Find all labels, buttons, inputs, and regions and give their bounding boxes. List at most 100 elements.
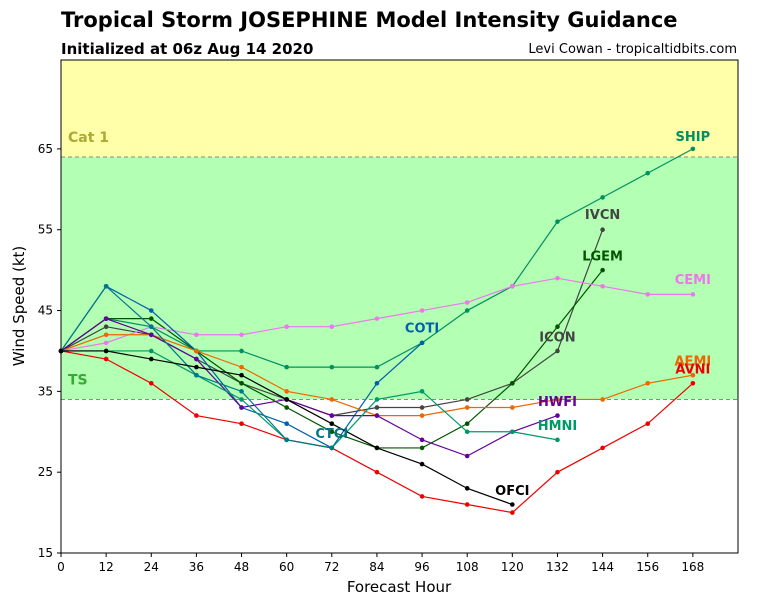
series-point-cemi bbox=[284, 324, 289, 330]
series-point-hwfi bbox=[194, 356, 199, 362]
series-point-ship bbox=[329, 364, 335, 370]
series-point-cemi bbox=[600, 283, 605, 289]
series-point-hmni bbox=[239, 397, 244, 402]
band-labels: TS Cat 1 bbox=[68, 130, 109, 388]
series-point-ship bbox=[555, 219, 560, 224]
series-point-coti bbox=[419, 340, 425, 346]
series-point-hmni bbox=[555, 437, 560, 443]
series-point-cemi bbox=[103, 340, 109, 346]
series-point-hwfi bbox=[103, 316, 109, 321]
series-point-avni bbox=[103, 356, 109, 362]
series-point-lgem bbox=[329, 429, 335, 435]
series-point-cemi bbox=[510, 283, 515, 289]
chart-subtitle: Initialized at 06z Aug 14 2020 bbox=[61, 40, 314, 58]
series-point-coti bbox=[148, 308, 154, 313]
chart-credit: Levi Cowan - tropicaltidbits.com bbox=[528, 42, 737, 57]
series-point-ivcn bbox=[419, 405, 425, 410]
series-label-ctci: CTCI bbox=[315, 427, 348, 442]
band-label-ts: TS bbox=[68, 372, 88, 388]
series-point-lgem bbox=[239, 380, 244, 386]
series-label-avni: AVNI bbox=[675, 363, 710, 378]
x-tick-label: 72 bbox=[324, 560, 339, 574]
series-point-ofci bbox=[148, 356, 154, 362]
series-point-cemi bbox=[329, 324, 335, 330]
series-point-aemi bbox=[103, 332, 109, 338]
series-point-avni bbox=[419, 494, 425, 499]
series-point-cemi bbox=[239, 332, 244, 338]
series-point-avni bbox=[690, 380, 696, 386]
series-point-avni bbox=[510, 510, 515, 515]
series-point-coti bbox=[374, 380, 380, 386]
series-point-avni bbox=[600, 445, 605, 451]
y-tick-label: 55 bbox=[38, 223, 53, 237]
x-tick-label: 48 bbox=[234, 560, 249, 574]
chart-title: Tropical Storm JOSEPHINE Model Intensity… bbox=[61, 8, 678, 32]
series-ofci bbox=[58, 348, 515, 507]
x-tick-label: 144 bbox=[591, 560, 614, 574]
series-point-lgem bbox=[510, 380, 515, 386]
series-point-ctci bbox=[239, 389, 244, 394]
x-axis: 0 12 24 36 48 60 72 84 96 108 120 132 144 156 168 bbox=[57, 553, 704, 574]
x-tick-label: 0 bbox=[57, 560, 65, 574]
series-point-ofci bbox=[329, 421, 335, 426]
series-point-aemi bbox=[690, 372, 696, 378]
series-point-hmni bbox=[374, 397, 380, 402]
series-label-aemi: AEMI bbox=[675, 354, 712, 369]
series-point-ship bbox=[374, 364, 380, 370]
series-point-ofci bbox=[194, 364, 199, 370]
series-point-aemi bbox=[419, 413, 425, 418]
series-label-icon: ICON bbox=[539, 330, 575, 345]
series-point-ivcn bbox=[600, 227, 605, 233]
x-tick-label: 168 bbox=[681, 560, 704, 574]
series-point-avni bbox=[464, 502, 470, 507]
series-label-cemi: CEMI bbox=[675, 273, 711, 288]
series-point-aemi bbox=[510, 405, 515, 410]
series-point-aemi bbox=[600, 397, 605, 402]
x-tick-label: 156 bbox=[636, 560, 659, 574]
series-label-hwfi: HWFI bbox=[538, 395, 577, 410]
series-point-aemi bbox=[239, 364, 244, 370]
series-point-ctci bbox=[284, 437, 289, 443]
series-point-cemi bbox=[645, 292, 651, 297]
series-point-avni bbox=[148, 380, 154, 386]
y-tick-label: 35 bbox=[38, 384, 53, 398]
x-tick-label: 96 bbox=[414, 560, 429, 574]
x-tick-label: 60 bbox=[279, 560, 294, 574]
x-tick-label: 36 bbox=[189, 560, 204, 574]
series-point-lgem bbox=[148, 316, 154, 321]
series-point-cemi bbox=[419, 308, 425, 313]
band-cat-1 bbox=[61, 60, 738, 157]
x-tick-label: 24 bbox=[144, 560, 159, 574]
x-tick-label: 132 bbox=[546, 560, 569, 574]
y-tick-label: 65 bbox=[38, 142, 53, 156]
series-point-avni bbox=[374, 469, 380, 475]
series-point-ship bbox=[645, 170, 651, 176]
series-point-hwfi bbox=[239, 405, 244, 410]
x-tick-label: 12 bbox=[98, 560, 113, 574]
series-point-aemi bbox=[645, 380, 651, 386]
series-label-ofci: OFCI bbox=[495, 484, 529, 499]
series-point-ofci bbox=[374, 445, 380, 451]
y-tick-label: 25 bbox=[38, 465, 53, 479]
series-point-ship bbox=[284, 364, 289, 370]
y-tick-label: 45 bbox=[38, 304, 53, 318]
series-point-ofci bbox=[103, 348, 109, 354]
series-point-aemi bbox=[555, 397, 560, 402]
series-point-lgem bbox=[600, 267, 605, 273]
model-series bbox=[58, 146, 696, 515]
series-point-hmni bbox=[148, 348, 154, 354]
series-point-ivcn bbox=[374, 405, 380, 410]
series-label-coti: COTI bbox=[405, 321, 439, 336]
band-ts bbox=[61, 156, 738, 400]
x-tick-label: 108 bbox=[456, 560, 479, 574]
plot-frame bbox=[60, 59, 739, 554]
intensity-bands bbox=[61, 60, 738, 400]
x-axis-label: Forecast Hour bbox=[347, 578, 452, 596]
series-point-ctci bbox=[148, 324, 154, 330]
series-point-hmni bbox=[464, 429, 470, 435]
series-label-ship: SHIP bbox=[676, 130, 711, 145]
series-point-aemi bbox=[194, 348, 199, 354]
series-point-hwfi bbox=[555, 413, 560, 418]
